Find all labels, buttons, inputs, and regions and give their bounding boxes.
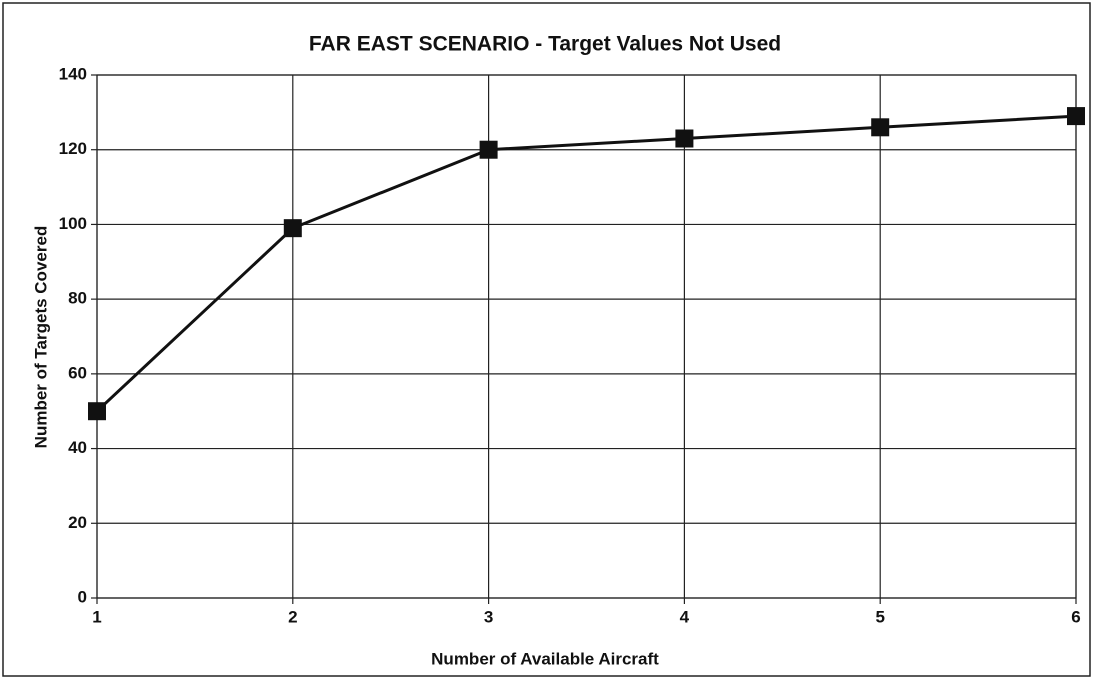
x-tick-label: 3 <box>484 607 493 626</box>
y-tick-label: 140 <box>59 64 87 83</box>
data-point <box>88 402 106 421</box>
x-tick-label: 4 <box>680 607 690 626</box>
data-point <box>283 219 302 238</box>
plot-area <box>96 74 1077 599</box>
data-point <box>479 140 498 159</box>
data-point <box>1067 107 1085 126</box>
x-axis-label: Number of Available Aircraft <box>431 649 659 668</box>
y-tick-label: 80 <box>68 289 87 308</box>
data-point <box>675 129 694 148</box>
x-tick-label: 2 <box>288 607 297 626</box>
chart-title: FAR EAST SCENARIO - Target Values Not Us… <box>309 33 781 56</box>
y-tick-label: 20 <box>68 513 87 532</box>
y-tick-label: 100 <box>59 214 87 233</box>
y-tick-label: 120 <box>59 139 87 158</box>
y-tick-label: 0 <box>78 587 87 606</box>
data-point <box>871 118 890 137</box>
y-axis-label: Number of Targets Covered <box>31 226 50 449</box>
x-tick-label: 6 <box>1071 607 1080 626</box>
x-tick-label: 1 <box>92 607 101 626</box>
y-tick-label: 40 <box>68 438 87 457</box>
x-tick-label: 5 <box>875 607 884 626</box>
data-line <box>95 114 1077 413</box>
y-tick-label: 60 <box>68 363 87 382</box>
